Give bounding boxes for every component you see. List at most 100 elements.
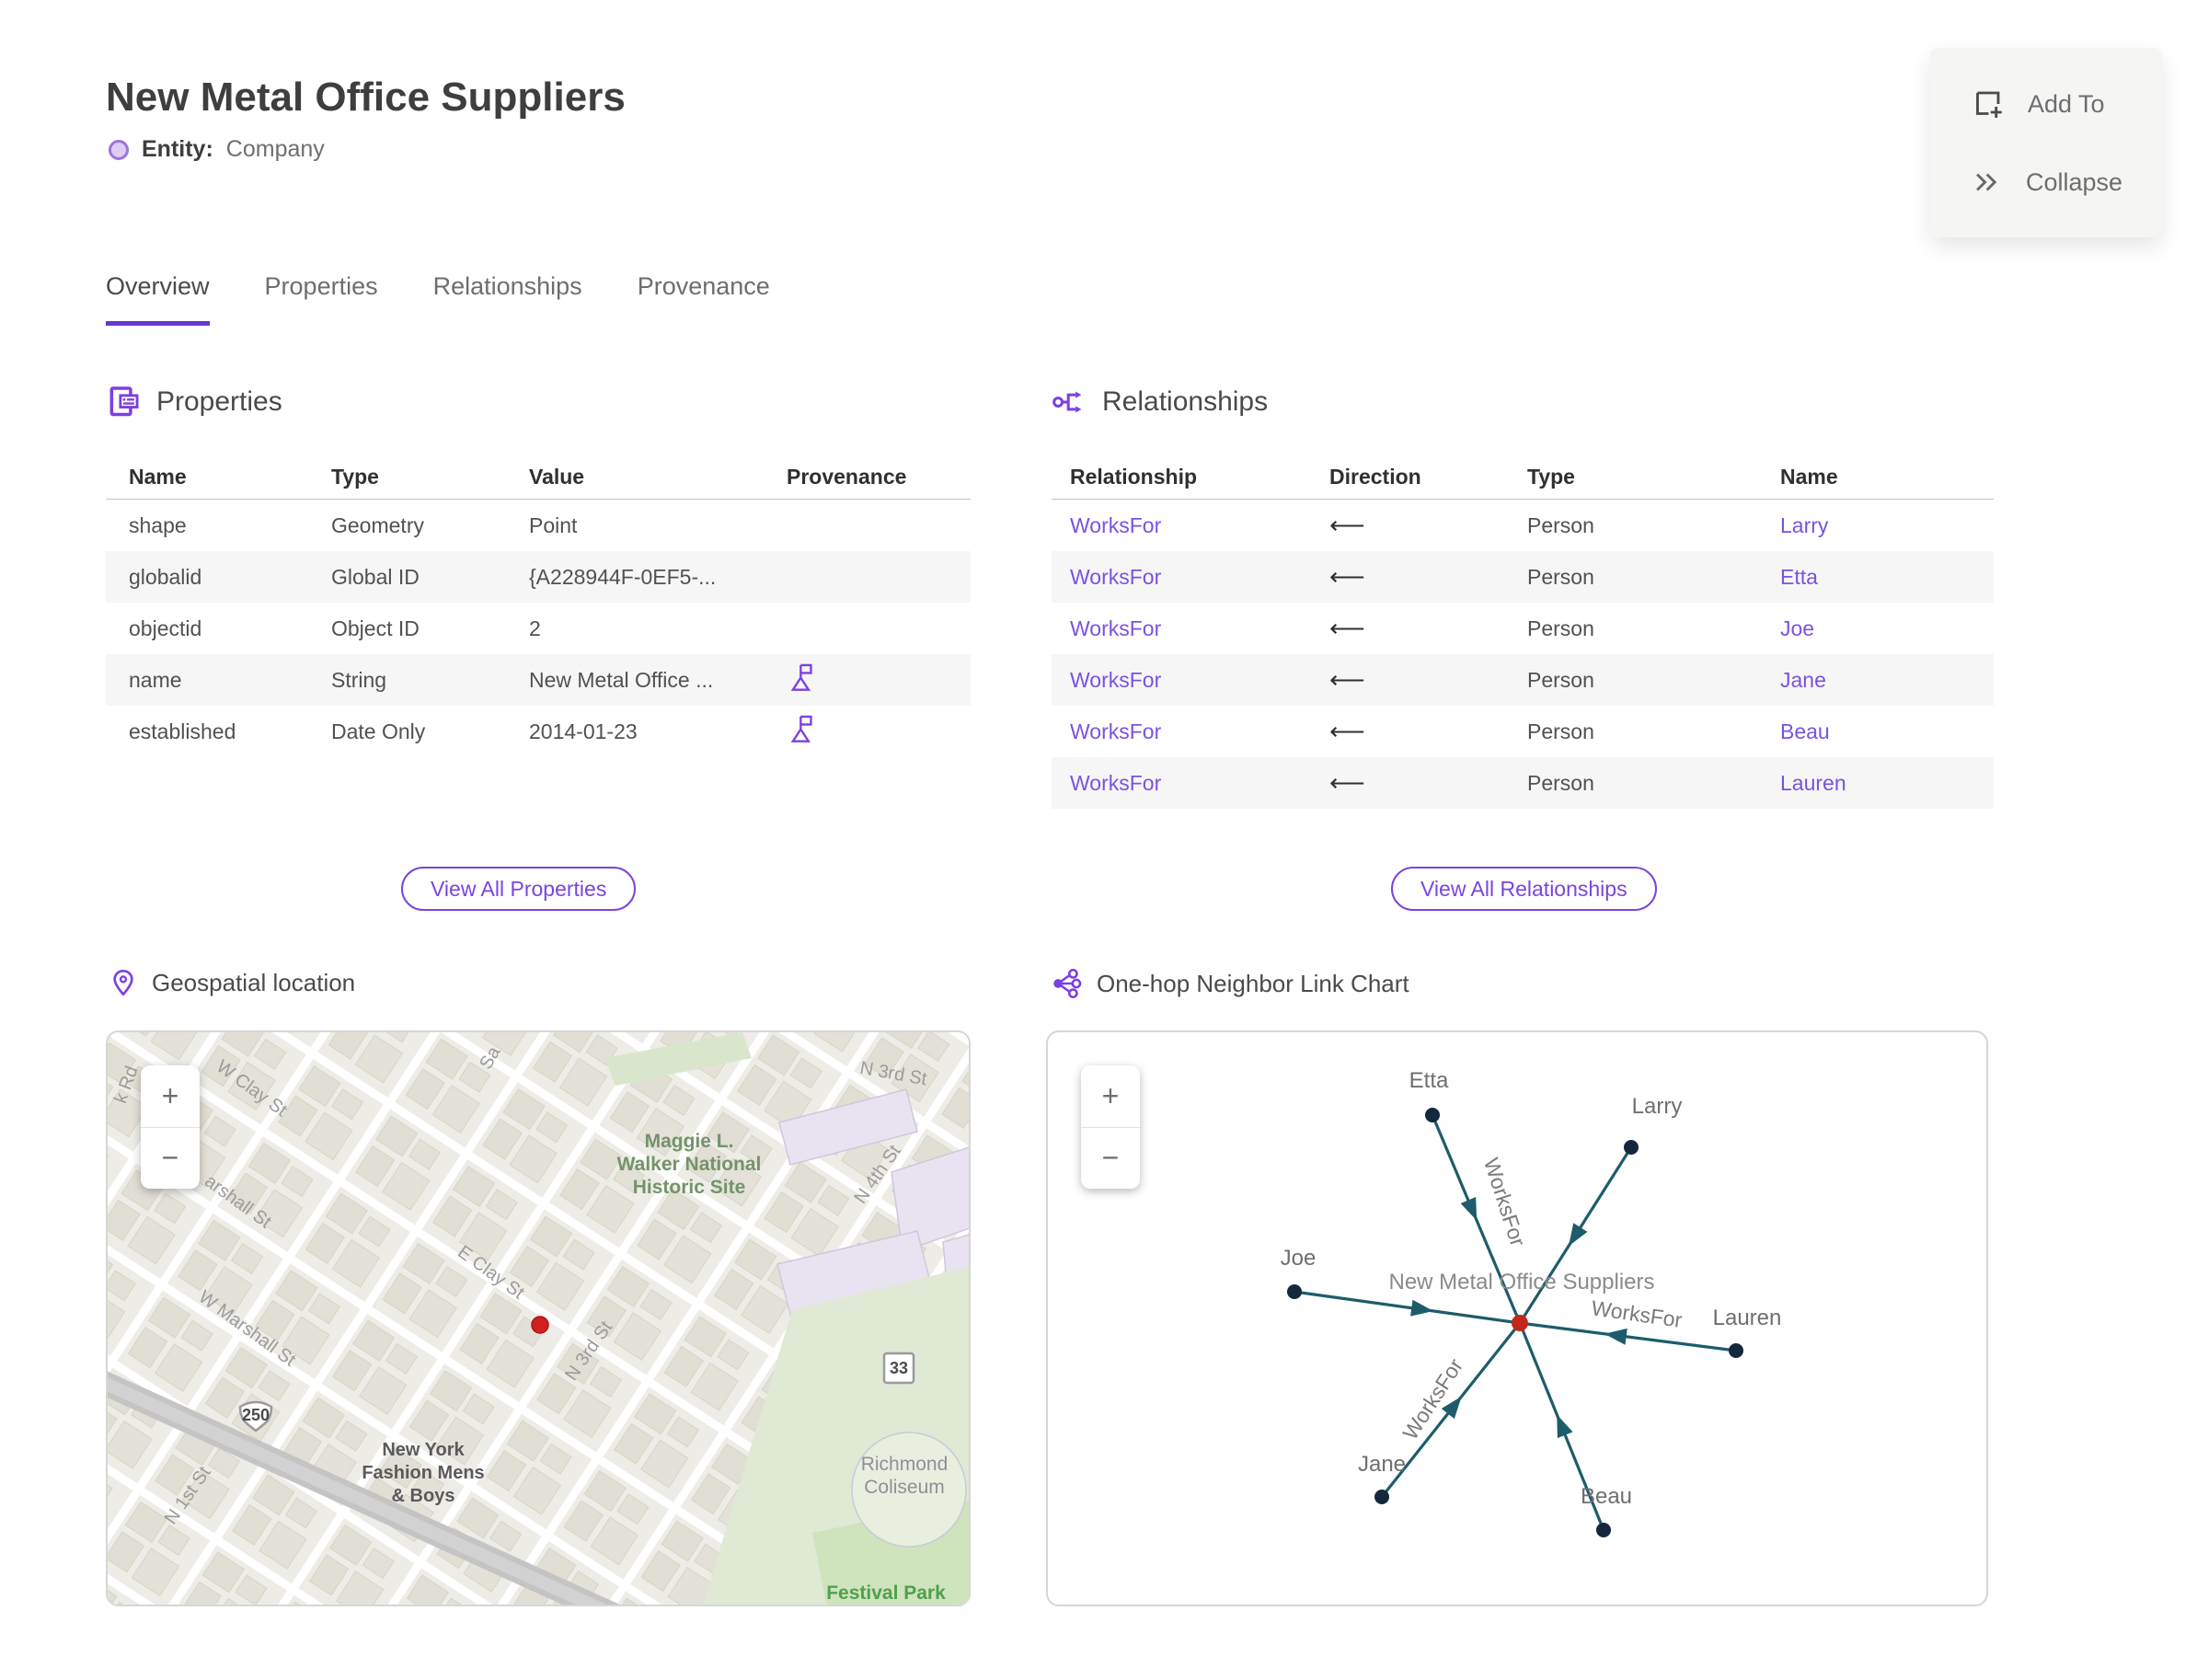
property-value: 2 (529, 616, 541, 640)
chart-zoom-in-button[interactable]: + (1081, 1065, 1140, 1128)
person-node[interactable] (1596, 1523, 1611, 1537)
map-label: Historic Site (633, 1177, 746, 1198)
map-label: Coliseum (864, 1477, 945, 1498)
relationship-row: WorksFor ⟵ Person Larry (1052, 500, 1994, 551)
direction-arrow: ⟵ (1329, 511, 1365, 539)
edge-arrow (1569, 1223, 1588, 1247)
street-grid (108, 1032, 969, 1605)
entity-link[interactable]: Larry (1780, 512, 1829, 537)
link-chart-svg[interactable]: EttaWorksForLarryJoeLaurenWorksForJaneWo… (1048, 1032, 1988, 1606)
relationship-type: Person (1527, 616, 1594, 640)
property-name: shape (129, 512, 187, 537)
map-zoom-in-button[interactable]: + (141, 1065, 200, 1128)
edge-arrow (1604, 1328, 1627, 1345)
relationship-row: WorksFor ⟵ Person Lauren (1052, 757, 1994, 809)
relationship-link[interactable]: WorksFor (1070, 667, 1162, 692)
edge-arrow (1460, 1196, 1478, 1221)
company-node-label: New Metal Office Suppliers (1388, 1270, 1654, 1295)
view-all-relationships-button[interactable]: View All Relationships (1391, 867, 1657, 911)
svg-text:33: 33 (890, 1359, 908, 1377)
property-type: Geometry (331, 512, 424, 537)
link-chart-section-title: One-hop Neighbor Link Chart (1097, 969, 1409, 997)
col-name: Name (1780, 464, 1838, 489)
entity-link[interactable]: Beau (1780, 719, 1830, 743)
collapse-button[interactable]: Collapse (1930, 167, 2162, 198)
provenance-flag-icon[interactable] (787, 662, 816, 693)
chart-zoom-out-button[interactable]: − (1101, 1141, 1120, 1175)
tab-relationships[interactable]: Relationships (432, 272, 582, 300)
provenance-flag-icon[interactable] (787, 713, 816, 744)
relationships-icon (1052, 391, 1082, 413)
col-provenance: Provenance (787, 464, 907, 489)
entity-link[interactable]: Lauren (1780, 770, 1846, 795)
tab-properties[interactable]: Properties (264, 272, 378, 300)
map-zoom-control: + − (141, 1065, 200, 1189)
person-node[interactable] (1729, 1343, 1743, 1358)
property-name: objectid (129, 616, 202, 640)
property-name: globalid (129, 564, 202, 589)
view-all-properties-button[interactable]: View All Properties (401, 867, 637, 911)
entity-link[interactable]: Jane (1780, 667, 1826, 692)
page-title: New Metal Office Suppliers (106, 75, 626, 121)
direction-arrow: ⟵ (1329, 717, 1365, 745)
add-to-label: Add To (2028, 89, 2105, 118)
tab-bar: Overview Properties Relationships Proven… (106, 272, 770, 326)
relationships-table: Relationship Direction Type Name WorksFo… (1052, 455, 1994, 809)
col-value: Value (529, 464, 585, 489)
property-name: established (129, 719, 236, 743)
col-relationship: Relationship (1070, 464, 1198, 489)
relationship-link[interactable]: WorksFor (1070, 564, 1162, 589)
edge-arrow (1557, 1414, 1573, 1439)
relationships-table-header: Relationship Direction Type Name (1052, 455, 1994, 500)
relationship-link[interactable]: WorksFor (1070, 719, 1162, 743)
entity-location-marker[interactable] (531, 1316, 549, 1334)
edge-label: WorksFor (1479, 1155, 1531, 1249)
tab-provenance[interactable]: Provenance (637, 272, 770, 300)
entity-type-icon (109, 139, 129, 160)
add-to-button[interactable]: Add To (1930, 87, 2162, 121)
person-node[interactable] (1374, 1490, 1389, 1504)
person-node[interactable] (1287, 1284, 1302, 1299)
coliseum-footprint (851, 1432, 967, 1548)
edge-arrow (1441, 1396, 1462, 1420)
map-zoom-out-button[interactable]: − (161, 1141, 179, 1175)
chart-zoom-control: + − (1081, 1065, 1140, 1189)
relationship-link[interactable]: WorksFor (1070, 512, 1162, 537)
map-label: Walker National (617, 1154, 762, 1175)
person-node[interactable] (1624, 1140, 1639, 1155)
property-type: Object ID (331, 616, 420, 640)
link-chart-section-header: One-hop Neighbor Link Chart (1052, 968, 1409, 999)
relationship-link[interactable]: WorksFor (1070, 616, 1162, 640)
person-node[interactable] (1425, 1108, 1440, 1122)
direction-arrow: ⟵ (1329, 614, 1365, 642)
property-type: String (331, 667, 387, 692)
route-shield: 33 (882, 1352, 915, 1385)
relationship-link[interactable]: WorksFor (1070, 770, 1162, 795)
entity-label: Entity: (142, 136, 213, 162)
node-label: Joe (1281, 1246, 1317, 1271)
map-panel[interactable]: + − (106, 1030, 971, 1606)
map-label: & Boys (392, 1486, 455, 1506)
property-row: objectid Object ID 2 (106, 603, 971, 654)
node-label: Lauren (1713, 1306, 1782, 1330)
properties-section-header: Properties (106, 385, 282, 420)
relationship-type: Person (1527, 564, 1594, 589)
map-label: Fashion Mens (362, 1463, 484, 1483)
entity-link[interactable]: Etta (1780, 564, 1818, 589)
node-label: Etta (1409, 1068, 1449, 1093)
properties-table: Name Type Value Provenance shape Geometry… (106, 455, 971, 757)
property-row: established Date Only 2014-01-23 (106, 706, 971, 757)
relationship-type: Person (1527, 770, 1594, 795)
geospatial-section-header: Geospatial location (109, 968, 355, 997)
graph-edge (1519, 1321, 1737, 1352)
entity-link[interactable]: Joe (1780, 616, 1815, 640)
property-row: name String New Metal Office ... (106, 654, 971, 706)
property-row: globalid Global ID {A228944F-0EF5-... (106, 551, 971, 603)
node-label: Beau (1581, 1484, 1632, 1509)
tab-overview[interactable]: Overview (106, 272, 210, 326)
collapse-label: Collapse (2026, 167, 2123, 196)
link-chart-panel[interactable]: + − Etta WorksFor Larry Joe Lauren WorksFor Ja… (1046, 1030, 1988, 1606)
property-provenance (787, 713, 971, 750)
company-node[interactable] (1512, 1315, 1528, 1331)
